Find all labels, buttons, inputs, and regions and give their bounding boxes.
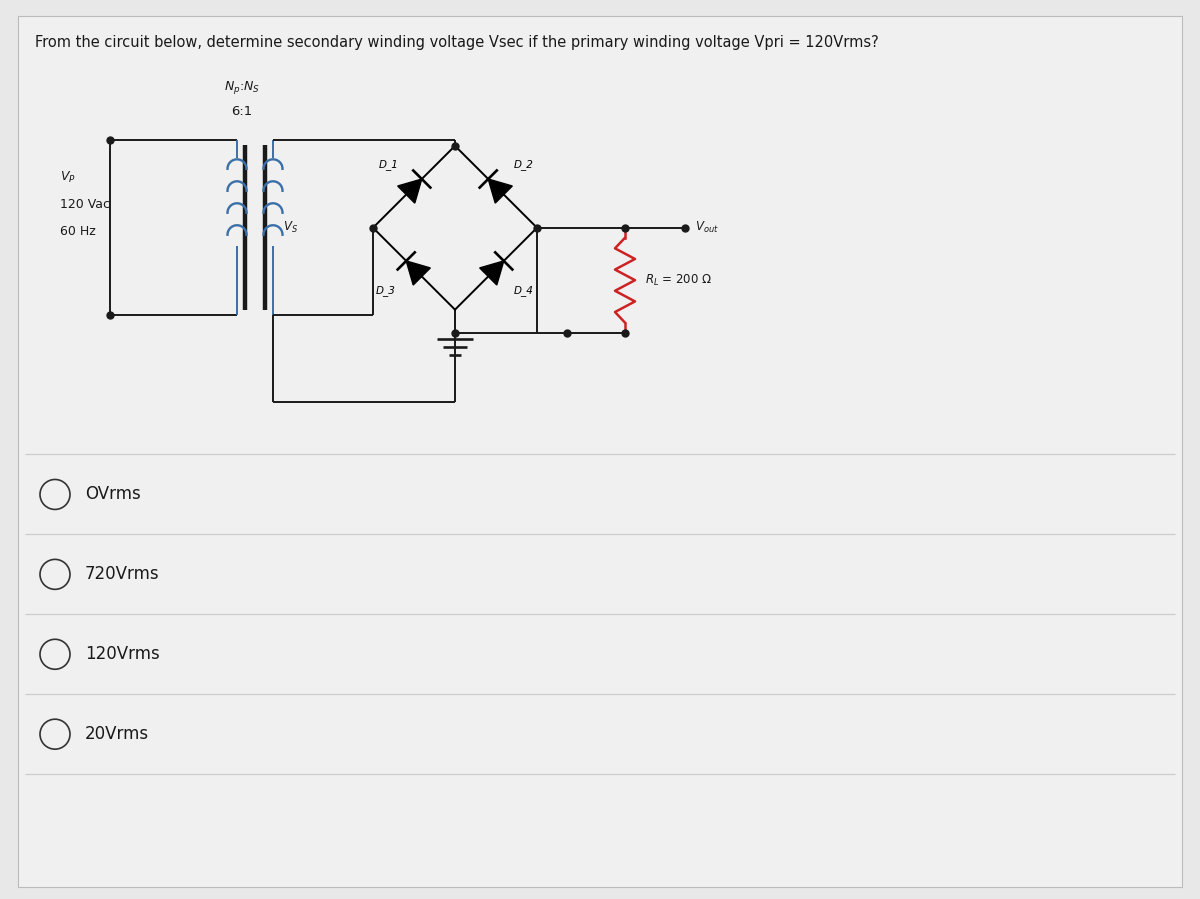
- Text: OVrms: OVrms: [85, 485, 140, 503]
- Polygon shape: [397, 179, 421, 203]
- Text: 20Vrms: 20Vrms: [85, 725, 149, 743]
- Text: 120Vrms: 120Vrms: [85, 645, 160, 663]
- Text: $R_L$ = 200 Ω: $R_L$ = 200 Ω: [646, 272, 712, 288]
- Text: D_1: D_1: [379, 159, 398, 170]
- Text: 6:1: 6:1: [232, 105, 253, 119]
- Text: From the circuit below, determine secondary winding voltage Vsec if the primary : From the circuit below, determine second…: [35, 35, 878, 50]
- FancyBboxPatch shape: [18, 16, 1182, 887]
- Polygon shape: [480, 261, 504, 285]
- Polygon shape: [407, 261, 431, 285]
- Text: D_2: D_2: [514, 159, 534, 170]
- Text: 720Vrms: 720Vrms: [85, 565, 160, 583]
- Text: 60 Hz: 60 Hz: [60, 226, 96, 238]
- Text: D_4: D_4: [514, 285, 534, 296]
- Text: $V_P$: $V_P$: [60, 170, 76, 185]
- Text: 120 Vac: 120 Vac: [60, 199, 110, 211]
- Text: D_3: D_3: [376, 285, 396, 296]
- Text: $N_p$:$N_S$: $N_p$:$N_S$: [224, 79, 260, 96]
- Text: $V_S$: $V_S$: [283, 220, 298, 236]
- Polygon shape: [488, 179, 512, 203]
- Text: $V_{out}$: $V_{out}$: [695, 220, 719, 236]
